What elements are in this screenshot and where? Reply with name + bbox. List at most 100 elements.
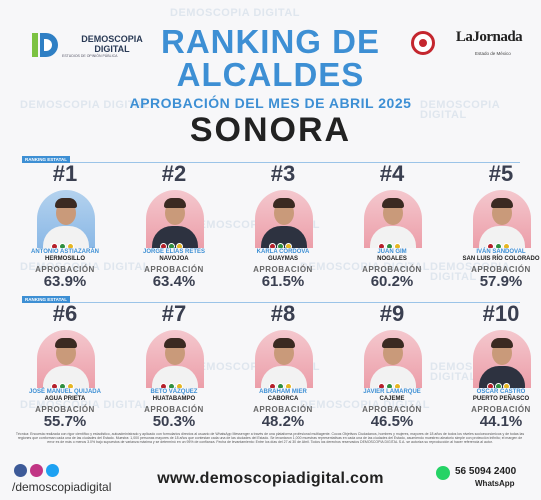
approval-value: 63.4% — [152, 273, 196, 290]
watermark: DEMOSCOPIA DIGITAL — [300, 399, 430, 411]
party-badge-icon — [386, 243, 393, 248]
rank-number: #8 — [270, 301, 296, 326]
lajornada-logo: LaJornada Estado de México — [411, 30, 523, 59]
mayor-name: KARLA CÓRDOVA — [256, 249, 310, 255]
title-subtitle: APROBACIÓN DEL MES DE ABRIL 2025 — [129, 95, 412, 111]
approval-label: APROBACIÓN — [35, 265, 95, 274]
footer: /demoscopiadigital www.demoscopiadigital… — [0, 460, 541, 500]
party-badge-icon — [495, 243, 502, 248]
mayor-name: JAVIER LAMARQUE — [363, 389, 421, 395]
party-badge-icon — [487, 383, 494, 388]
website-link[interactable]: www.demoscopiadigital.com — [157, 470, 384, 487]
mayor-photo — [146, 330, 204, 388]
mayor-city: GUAYMAS — [267, 256, 299, 262]
mayor-card: #9 JAVIER LAMARQUE CAJEME APROBACIÓN 46.5% — [342, 302, 442, 442]
party-badge-icon — [503, 383, 510, 388]
lajornada-seal-icon — [411, 31, 435, 55]
mayor-card: #2 JORGE ELÍAS RETES NAVOJOA APROBACIÓN 63.4… — [124, 162, 224, 302]
approval-value: 48.2% — [261, 413, 305, 430]
party-badges — [378, 237, 408, 248]
approval-label: APROBACIÓN — [253, 265, 313, 274]
approval-value: 61.5% — [261, 273, 305, 290]
phone-number: 56 5094 2400 — [455, 466, 517, 477]
mayor-card: #7 BETO VÁZQUEZ HUATABAMPO APROBACIÓN 50.3% — [124, 302, 224, 442]
watermark: DEMOSCOPIA DIGITAL — [20, 399, 150, 411]
party-badge-icon — [269, 243, 276, 248]
rank-number: #5 — [488, 161, 514, 186]
watermark: DEMOSCOPIA DIGITAL — [300, 261, 430, 273]
rank-number: #4 — [379, 161, 405, 186]
whatsapp-icon — [436, 466, 450, 480]
mayor-name: IVÁN SANDOVAL — [476, 249, 526, 255]
party-badge-icon — [487, 243, 494, 248]
party-badge-icon — [378, 383, 385, 388]
mayor-photo-body — [479, 366, 525, 388]
mayor-city: HUATABAMPO — [152, 396, 196, 402]
party-badge-icon — [386, 383, 393, 388]
mayor-card: #5 IVÁN SANDOVAL SAN LUIS RÍO COLORADO APRO… — [451, 162, 541, 302]
party-badge-icon — [176, 243, 183, 248]
party-badge-icon — [285, 243, 292, 248]
watermark: DEMOSCOPIA DIGITAL — [170, 7, 300, 19]
watermark: DEMOSCOPIA DIGITAL — [420, 99, 500, 121]
mayor-photo-hair — [55, 198, 77, 208]
party-badges — [269, 377, 299, 388]
logo-subtitle: ESTUDIOS DE OPINIÓN PÚBLICA — [62, 54, 118, 58]
mayor-photo-body — [261, 226, 307, 248]
twitter-icon[interactable] — [46, 464, 59, 477]
mayor-city: AGUA PRIETA — [44, 396, 86, 402]
mayor-city: PUERTO PEÑASCO — [472, 396, 530, 402]
logo-name-line1: DEMOSCOPIA — [81, 34, 143, 44]
party-badge-icon — [394, 243, 401, 248]
mayor-name: ABRAHAM MIER — [259, 389, 307, 395]
mayor-city: NAVOJOA — [159, 256, 189, 262]
methodology-note: Técnica: Encuesta realizada con rigor ci… — [15, 432, 525, 445]
mayor-name: BETO VÁZQUEZ — [150, 389, 198, 395]
mayor-city: HERMOSILLO — [45, 256, 85, 262]
approval-label: APROBACIÓN — [362, 265, 422, 274]
approval-label: APROBACIÓN — [35, 405, 95, 414]
watermark: DEMOSCOPIA DIGITAL — [20, 99, 150, 111]
approval-label: APROBACIÓN — [253, 405, 313, 414]
party-badge-icon — [277, 243, 284, 248]
mayor-name: ANTONIO ASTIAZARÁN — [31, 249, 99, 255]
lajornada-logo-text: LaJornada — [455, 29, 523, 45]
watermark: DEMOSCOPIA DIGITAL — [430, 361, 510, 383]
state-title: SONORA — [189, 111, 352, 149]
watermark: DEMOSCOPIA DIGITAL — [20, 261, 150, 273]
social-icons — [14, 464, 62, 482]
rank-number: #6 — [52, 301, 78, 326]
mayor-photo-body — [370, 226, 416, 248]
approval-label: APROBACIÓN — [144, 265, 204, 274]
instagram-icon[interactable] — [30, 464, 43, 477]
party-badge-icon — [503, 243, 510, 248]
party-badge-icon — [51, 243, 58, 248]
lajornada-logo-subtitle: Estado de México — [475, 51, 511, 56]
mayor-photo-body — [479, 226, 525, 248]
party-badge-icon — [285, 383, 292, 388]
party-badges — [160, 237, 190, 248]
party-badge-icon — [394, 383, 401, 388]
rank-number: #9 — [379, 301, 405, 326]
approval-value: 46.5% — [370, 413, 414, 430]
mayor-card: #6 JOSÉ MANUEL QUIJADA AGUA PRIETA APROBACI… — [15, 302, 115, 442]
approval-label: APROBACIÓN — [144, 405, 204, 414]
party-badge-icon — [59, 383, 66, 388]
party-badges — [51, 237, 81, 248]
mayor-name: JUAN GIM — [377, 249, 407, 255]
mayor-photo-hair — [273, 338, 295, 348]
rank-number: #3 — [270, 161, 296, 186]
approval-value: 57.9% — [479, 273, 523, 290]
party-badge-icon — [168, 383, 175, 388]
party-badges — [378, 377, 408, 388]
demoscopia-logo-text: DEMOSCOPIA DIGITAL — [62, 34, 162, 54]
mayor-photo-body — [152, 226, 198, 248]
rank-number: #10 — [482, 301, 520, 326]
mayor-photo-body — [370, 366, 416, 388]
title-line1: RANKING DE — [160, 23, 380, 60]
mayor-city: SAN LUIS RÍO COLORADO — [462, 256, 540, 262]
mayor-photo — [473, 190, 531, 248]
logo-name-line2: DIGITAL — [94, 44, 130, 54]
facebook-icon[interactable] — [14, 464, 27, 477]
